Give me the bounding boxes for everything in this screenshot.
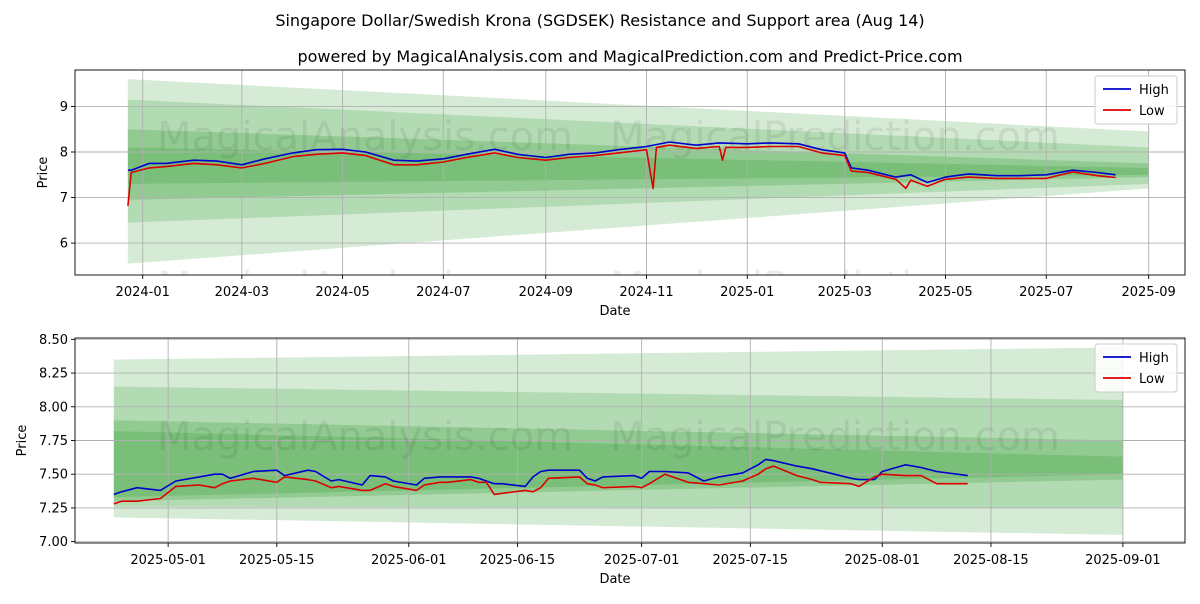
y-tick-label: 7.75 xyxy=(39,434,68,449)
x-tick-label: 2025-05-01 xyxy=(130,553,206,568)
x-tick-label: 2024-07 xyxy=(416,285,470,300)
y-axis-label: Price xyxy=(36,157,51,189)
watermark-text: MagicalPrediction.com xyxy=(610,114,1060,160)
x-tick-label: 2025-09-01 xyxy=(1085,553,1161,568)
x-tick-label: 2025-07 xyxy=(1019,285,1073,300)
y-tick-label: 7.50 xyxy=(39,468,68,483)
plot-area: MagicalAnalysis.com MagicalPrediction.com… xyxy=(75,70,1185,310)
plot-area: MagicalAnalysis.com MagicalPrediction.com xyxy=(75,338,1185,543)
y-tick-label: 8 xyxy=(60,146,68,161)
legend-label-high: High xyxy=(1139,351,1169,366)
series-line-low xyxy=(113,465,968,505)
x-tick-label: 2025-03 xyxy=(818,285,872,300)
x-tick-label: 2025-09 xyxy=(1121,285,1175,300)
x-tick-label: 2025-05 xyxy=(918,285,972,300)
watermark-text: MagicalPrediction.com xyxy=(610,264,1060,310)
watermark-text: MagicalAnalysis.com xyxy=(157,414,573,460)
legend: High Low xyxy=(1094,75,1178,125)
band-0 xyxy=(113,347,1123,535)
x-tick-label: 2025-07-01 xyxy=(604,553,680,568)
chart-title: Singapore Dollar/Swedish Krona (SGDSEK) … xyxy=(275,11,924,30)
y-tick-label: 9 xyxy=(60,100,68,115)
y-tick-label: 7.25 xyxy=(39,501,68,516)
band-0 xyxy=(127,79,1149,264)
x-tick-label: 2025-08-01 xyxy=(844,553,920,568)
watermark-text: MagicalAnalysis.com xyxy=(157,264,573,310)
y-tick-label: 6 xyxy=(60,237,68,252)
x-tick-label: 2025-06-15 xyxy=(480,553,556,568)
watermark-text: MagicalPrediction.com xyxy=(610,414,1060,460)
legend-box xyxy=(1094,343,1178,393)
y-tick-label: 8.00 xyxy=(39,400,68,415)
axes-frame xyxy=(74,69,1186,276)
x-axis-label: Date xyxy=(599,572,630,587)
y-tick-label: 7 xyxy=(60,191,68,206)
series-line-high xyxy=(127,141,1116,184)
series-line-low xyxy=(127,144,1116,206)
band-1 xyxy=(127,99,1149,223)
x-tick-label: 2025-06-01 xyxy=(371,553,447,568)
series-line-high xyxy=(113,458,968,496)
legend: High Low xyxy=(1094,343,1178,393)
y-tick-label: 7.00 xyxy=(39,535,68,550)
x-tick-label: 2024-05 xyxy=(315,285,369,300)
legend-label-high: High xyxy=(1139,83,1169,98)
legend-box xyxy=(1094,75,1178,125)
x-tick-label: 2025-07-15 xyxy=(713,553,789,568)
x-axis-label: Date xyxy=(599,304,630,319)
x-tick-label: 2025-01 xyxy=(720,285,774,300)
x-tick-label: 2024-03 xyxy=(215,285,269,300)
y-tick-label: 8.50 xyxy=(39,333,68,348)
band-1 xyxy=(113,386,1123,508)
legend-label-low: Low xyxy=(1139,104,1165,119)
y-axis-label: Price xyxy=(15,425,30,457)
band-2 xyxy=(127,129,1149,200)
legend-label-low: Low xyxy=(1139,372,1165,387)
zoom-panel: MagicalAnalysis.com MagicalPrediction.com… xyxy=(15,333,1186,587)
overview-panel: MagicalAnalysis.com MagicalPrediction.com… xyxy=(36,69,1186,319)
x-tick-label: 2024-11 xyxy=(619,285,673,300)
x-tick-label: 2025-08-15 xyxy=(953,553,1029,568)
x-tick-label: 2024-09 xyxy=(519,285,573,300)
y-tick-label: 8.25 xyxy=(39,367,68,382)
x-tick-label: 2025-05-15 xyxy=(239,553,315,568)
x-tick-label: 2024-01 xyxy=(116,285,170,300)
chart-subtitle: powered by MagicalAnalysis.com and Magic… xyxy=(297,47,962,66)
